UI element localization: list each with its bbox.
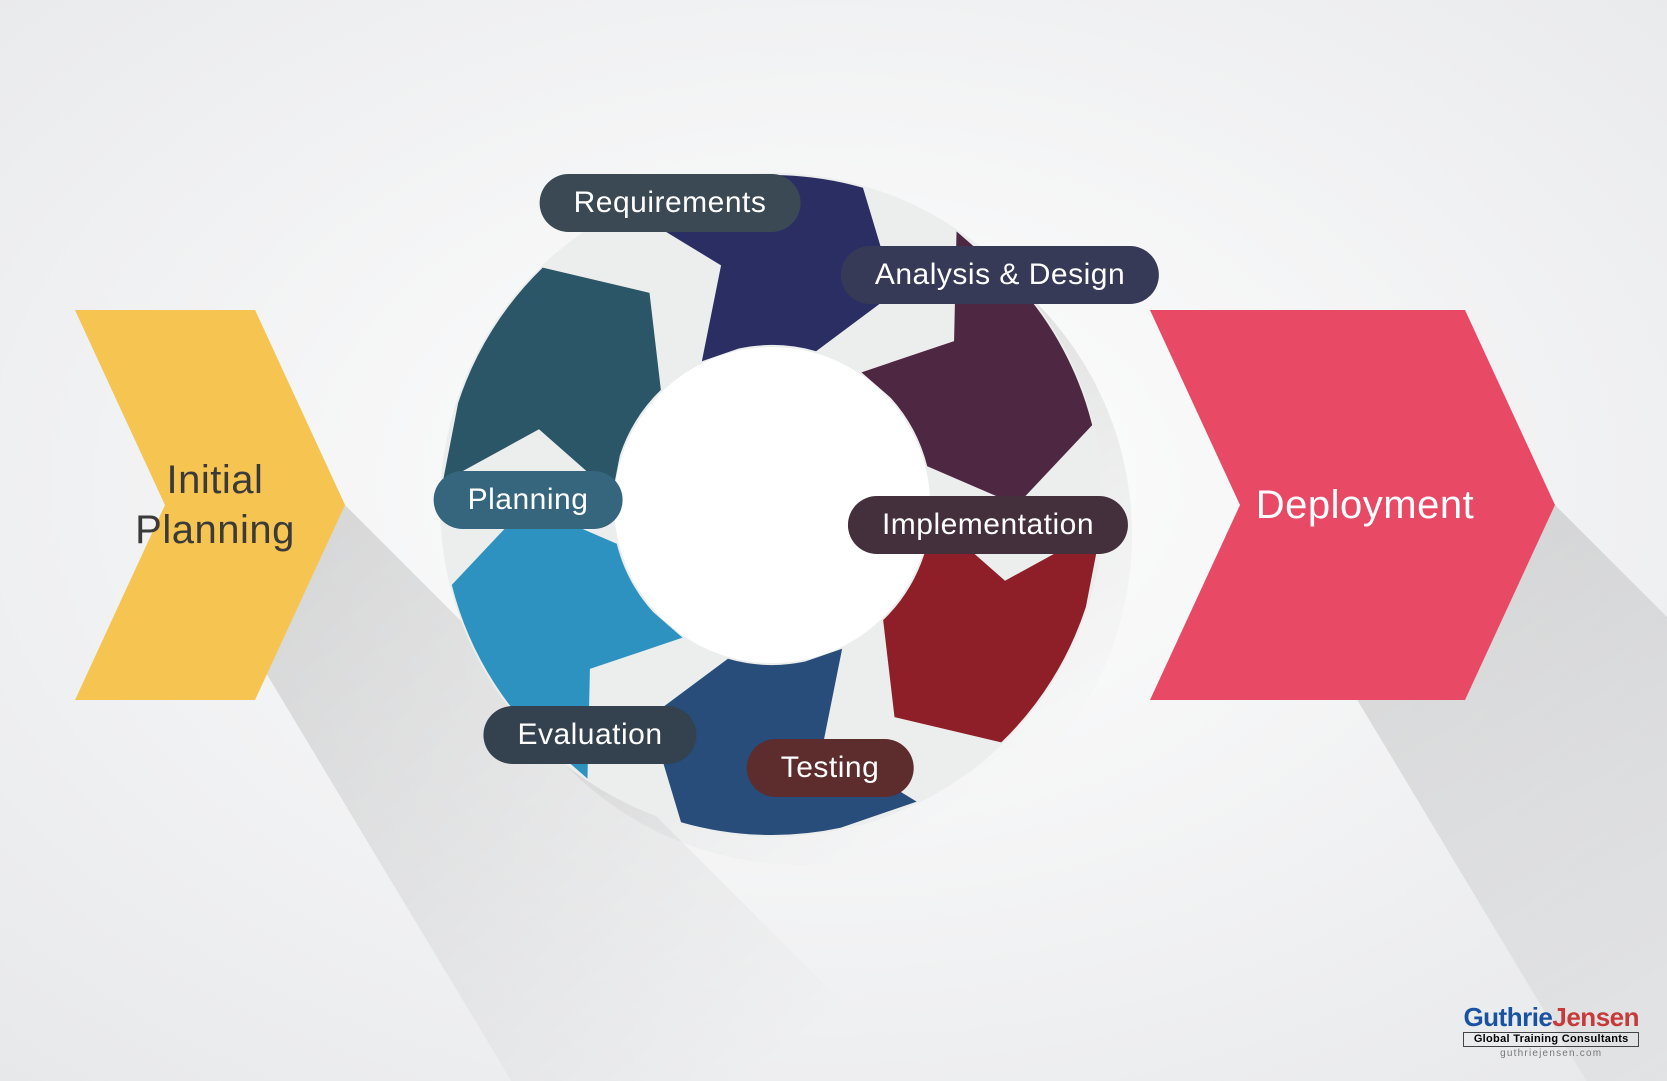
label-pill-requirements: Requirements	[540, 174, 801, 232]
brand-url: guthriejensen.com	[1463, 1049, 1639, 1059]
brand-logo: GuthrieJensen Global Training Consultant…	[1463, 1004, 1639, 1059]
label-pill-planning: Planning	[434, 471, 623, 529]
brand-word-a: Guthrie	[1463, 1002, 1552, 1032]
label-pill-analysis_design: Analysis & Design	[841, 246, 1159, 304]
brand-word-b: Jensen	[1552, 1002, 1639, 1032]
brand-tagline: Global Training Consultants	[1463, 1032, 1639, 1047]
initial-planning-label: InitialPlanning	[135, 455, 295, 555]
deployment-label: Deployment	[1256, 480, 1474, 530]
label-pill-implementation: Implementation	[848, 496, 1128, 554]
diagram-canvas: InitialPlanning Deployment Requirements A…	[0, 0, 1667, 1081]
label-pill-evaluation: Evaluation	[483, 706, 696, 764]
label-pill-testing: Testing	[747, 739, 914, 797]
